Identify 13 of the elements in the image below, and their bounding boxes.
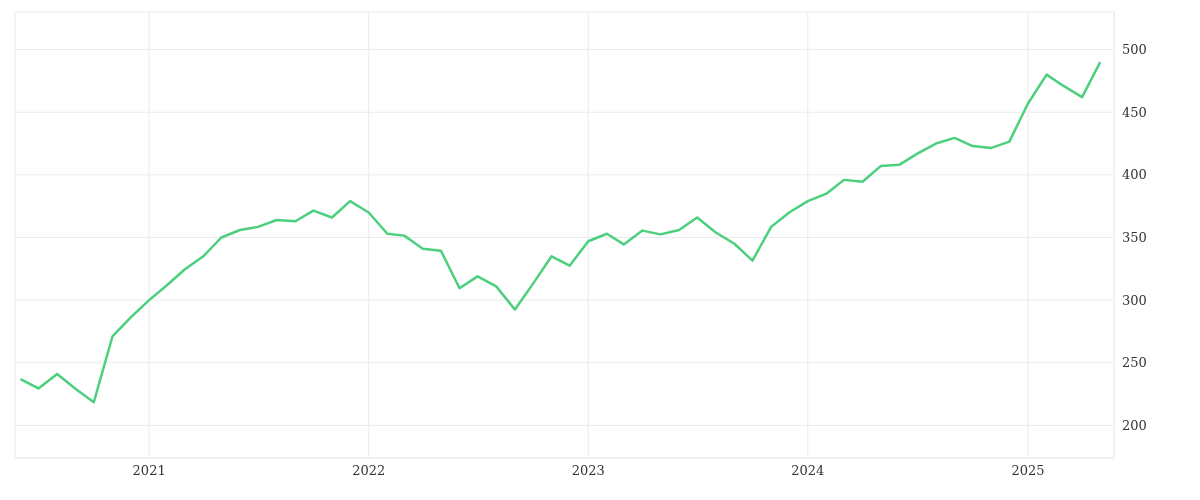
x-tick-label: 2022 (352, 463, 386, 479)
y-tick-label: 200 (1122, 418, 1147, 434)
x-tick-label: 2025 (1011, 463, 1045, 479)
line-series (19, 60, 1102, 404)
x-tick-label: 2021 (132, 463, 166, 479)
y-tick-label: 350 (1122, 230, 1147, 246)
y-tick-label: 500 (1122, 42, 1147, 58)
x-tick-label: 2023 (571, 463, 605, 479)
y-tick-label: 400 (1122, 167, 1147, 183)
y-tick-label: 300 (1122, 292, 1147, 308)
y-tick-label: 450 (1122, 104, 1147, 120)
x-tick-label: 2024 (791, 463, 825, 479)
y-tick-label: 250 (1122, 355, 1147, 371)
